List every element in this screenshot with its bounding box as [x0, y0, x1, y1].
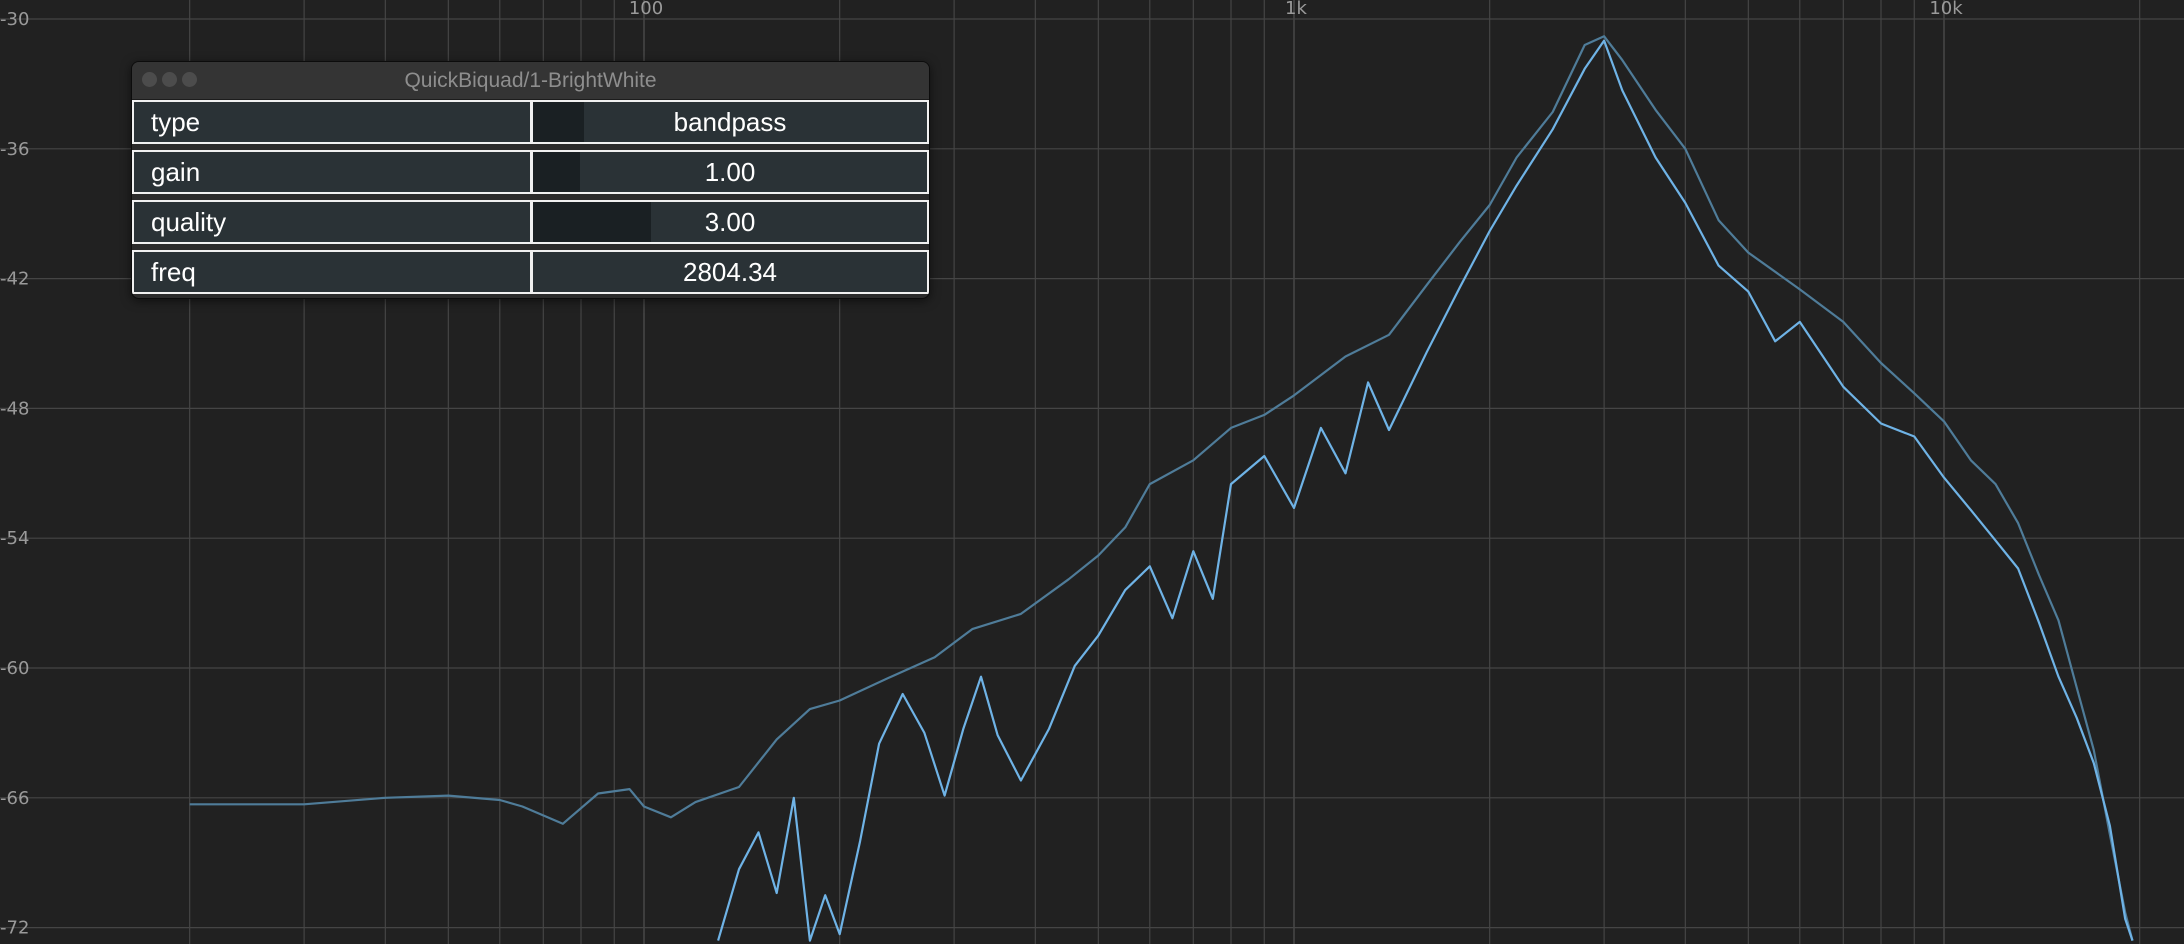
param-slider-freq[interactable]: 2804.34 [533, 252, 927, 292]
param-slider-quality[interactable]: 3.00 [533, 202, 927, 242]
window-title: QuickBiquad/1-BrightWhite [404, 69, 657, 92]
y-tick-label: -42 [0, 269, 29, 290]
y-tick-label: -30 [0, 9, 29, 30]
param-label-cell: quality [134, 202, 530, 242]
param-label-cell: type [134, 102, 530, 142]
slider-fill [533, 102, 585, 142]
slider-fill [533, 202, 652, 242]
param-value: 1.00 [704, 157, 756, 187]
param-label: gain [151, 157, 201, 187]
y-tick-label: -66 [0, 788, 29, 809]
zoom-window-icon[interactable] [182, 72, 197, 87]
window-titlebar[interactable]: QuickBiquad/1-BrightWhite [132, 62, 929, 100]
param-row-freq: freq 2804.34 [132, 250, 929, 294]
close-window-icon[interactable] [142, 72, 157, 87]
x-tick-label: 10k [1929, 0, 1963, 19]
param-label: quality [151, 207, 227, 237]
param-label-cell: freq [134, 252, 530, 292]
param-value: bandpass [673, 107, 787, 137]
param-label: type [151, 107, 201, 137]
param-slider-type[interactable]: bandpass [533, 102, 927, 142]
param-slider-gain[interactable]: 1.00 [533, 152, 927, 192]
spectrum-series [189, 35, 2134, 942]
param-value: 3.00 [704, 207, 756, 237]
y-tick-label: -36 [0, 139, 29, 160]
y-tick-label: -54 [0, 528, 29, 549]
param-row-gain: gain 1.00 [132, 150, 929, 194]
param-value: 2804.34 [683, 257, 777, 287]
y-tick-label: -72 [0, 918, 29, 939]
minimize-window-icon[interactable] [162, 72, 177, 87]
param-row-quality: quality 3.00 [132, 200, 929, 244]
y-tick-label: -60 [0, 658, 29, 679]
axis-labels: 100 1k 10k -30 -36 -42 -48 -54 -60 -66 -72 [0, 0, 1963, 939]
x-tick-label: 1k [1285, 0, 1307, 19]
parameter-window: QuickBiquad/1-BrightWhite type bandpass … [131, 61, 930, 299]
slider-fill [533, 152, 581, 192]
param-label: freq [151, 257, 196, 287]
x-tick-label: 100 [629, 0, 663, 19]
param-label-cell: gain [134, 152, 530, 192]
spectrum-line-dim [189, 35, 2134, 941]
y-tick-label: -48 [0, 398, 29, 419]
spectrum-line-bright [717, 39, 2134, 942]
param-row-type: type bandpass [132, 100, 929, 144]
